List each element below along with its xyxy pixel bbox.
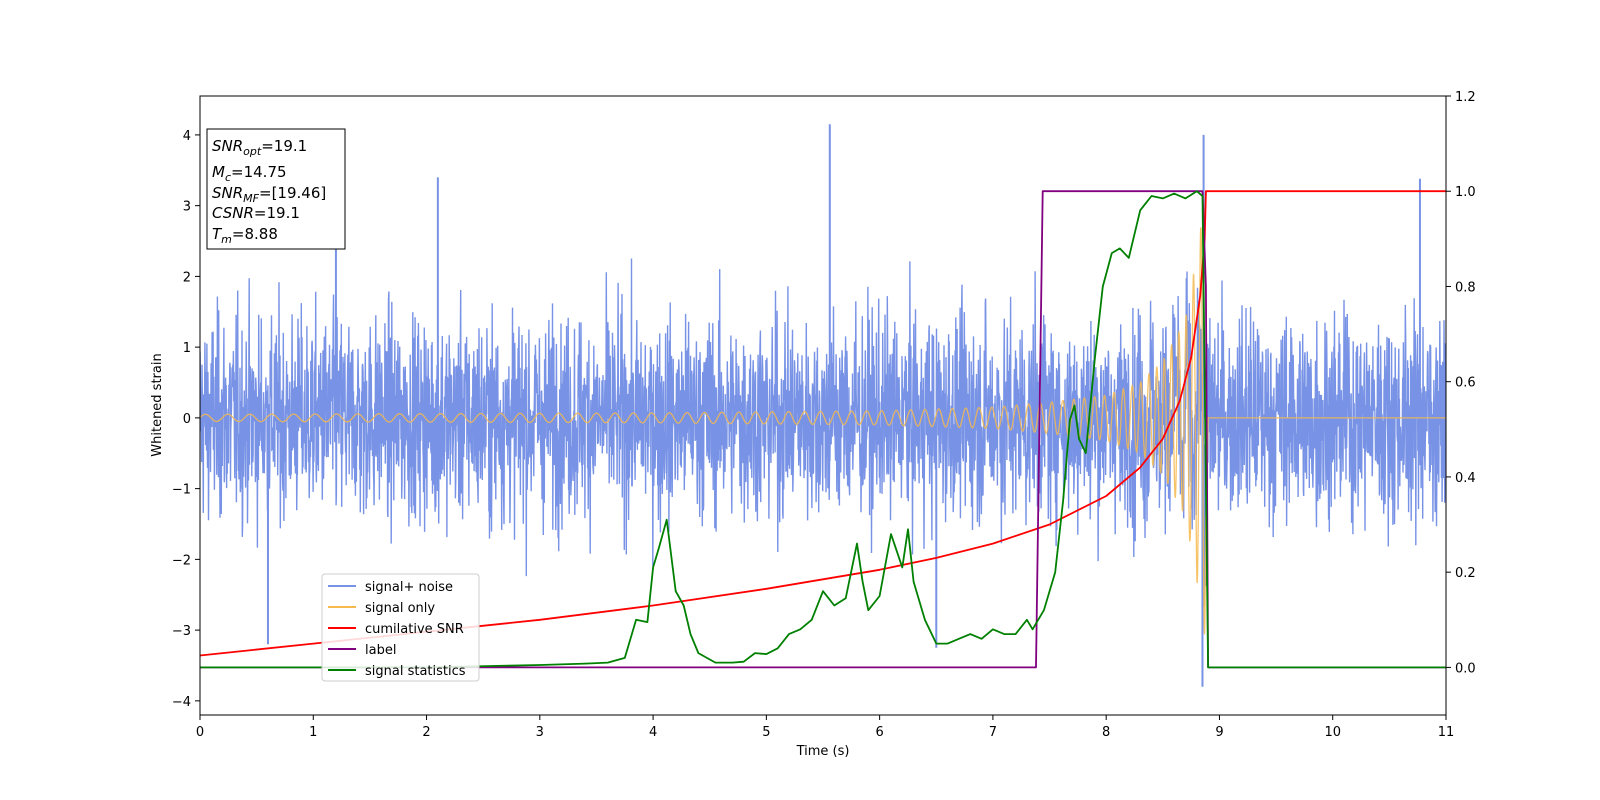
y-axis-right: 0.0 0.2 0.4 0.6 0.8 1.0 1.2 — [1446, 90, 1476, 676]
y-axis-left: −4 −3 −2 −1 0 1 2 3 4 — [172, 129, 200, 710]
signal-only-line — [200, 227, 1446, 635]
info-line: Tm=8.88 — [212, 225, 278, 246]
info-box: SNRopt=19.1 Mc=14.75SNRMF=[19.46]CSNR=19.… — [206, 128, 346, 250]
y-axis-label: Whitened strain — [150, 353, 165, 456]
y-tick-label: −3 — [172, 624, 191, 639]
y2-tick-label: 1.2 — [1455, 90, 1476, 105]
x-axis: 0 1 2 3 4 5 6 7 8 9 10 11 — [196, 715, 1454, 740]
x-tick-label: 0 — [196, 725, 204, 740]
y-tick-label: 3 — [183, 200, 191, 215]
x-tick-label: 6 — [875, 725, 883, 740]
y2-tick-label: 0.6 — [1455, 376, 1476, 391]
plot-frame — [199, 95, 1447, 716]
signal-noise-line — [200, 258, 1446, 607]
legend-label: signal only — [365, 601, 435, 616]
x-tick-label: 1 — [309, 725, 317, 740]
info-box-frame — [206, 128, 346, 250]
y-tick-label: −4 — [172, 695, 191, 710]
y-tick-label: 4 — [183, 129, 191, 144]
y2-tick-label: 0.2 — [1455, 566, 1476, 581]
y2-tick-label: 0.8 — [1455, 280, 1476, 295]
info-line: SNRopt=19.1 — [212, 137, 307, 158]
x-tick-label: 5 — [762, 725, 770, 740]
x-tick-label: 11 — [1438, 725, 1455, 740]
x-tick-label: 7 — [989, 725, 997, 740]
legend-label: label — [365, 643, 396, 658]
y2-tick-label: 0.4 — [1455, 471, 1476, 486]
cumulative-snr-line — [200, 190, 1446, 657]
legend-label: signal+ noise — [365, 580, 453, 595]
y-tick-label: −1 — [172, 483, 191, 498]
y-tick-label: 0 — [183, 412, 191, 427]
y2-tick-label: 1.0 — [1455, 185, 1476, 200]
info-line: CSNR=19.1 — [212, 204, 300, 222]
y2-tick-label: 0.0 — [1455, 661, 1476, 676]
info-line: SNRMF=[19.46] — [212, 184, 326, 205]
legend: signal+ noise signal only cumilative SNR la… — [321, 573, 480, 682]
x-tick-label: 8 — [1102, 725, 1110, 740]
y-tick-label: 2 — [183, 270, 191, 285]
y-tick-label: −2 — [172, 553, 191, 568]
legend-label: cumilative SNR — [365, 622, 464, 637]
x-tick-label: 2 — [422, 725, 430, 740]
x-tick-label: 3 — [536, 725, 544, 740]
x-tick-label: 9 — [1215, 725, 1223, 740]
x-axis-label: Time (s) — [796, 744, 850, 759]
y-tick-label: 1 — [183, 341, 191, 356]
info-line: Mc=14.75 — [212, 163, 287, 184]
x-tick-label: 10 — [1324, 725, 1341, 740]
plot-area — [200, 124, 1446, 687]
x-tick-label: 4 — [649, 725, 657, 740]
legend-frame — [321, 573, 480, 682]
legend-label: signal statistics — [365, 664, 466, 679]
signal-statistics-line — [200, 190, 1446, 669]
